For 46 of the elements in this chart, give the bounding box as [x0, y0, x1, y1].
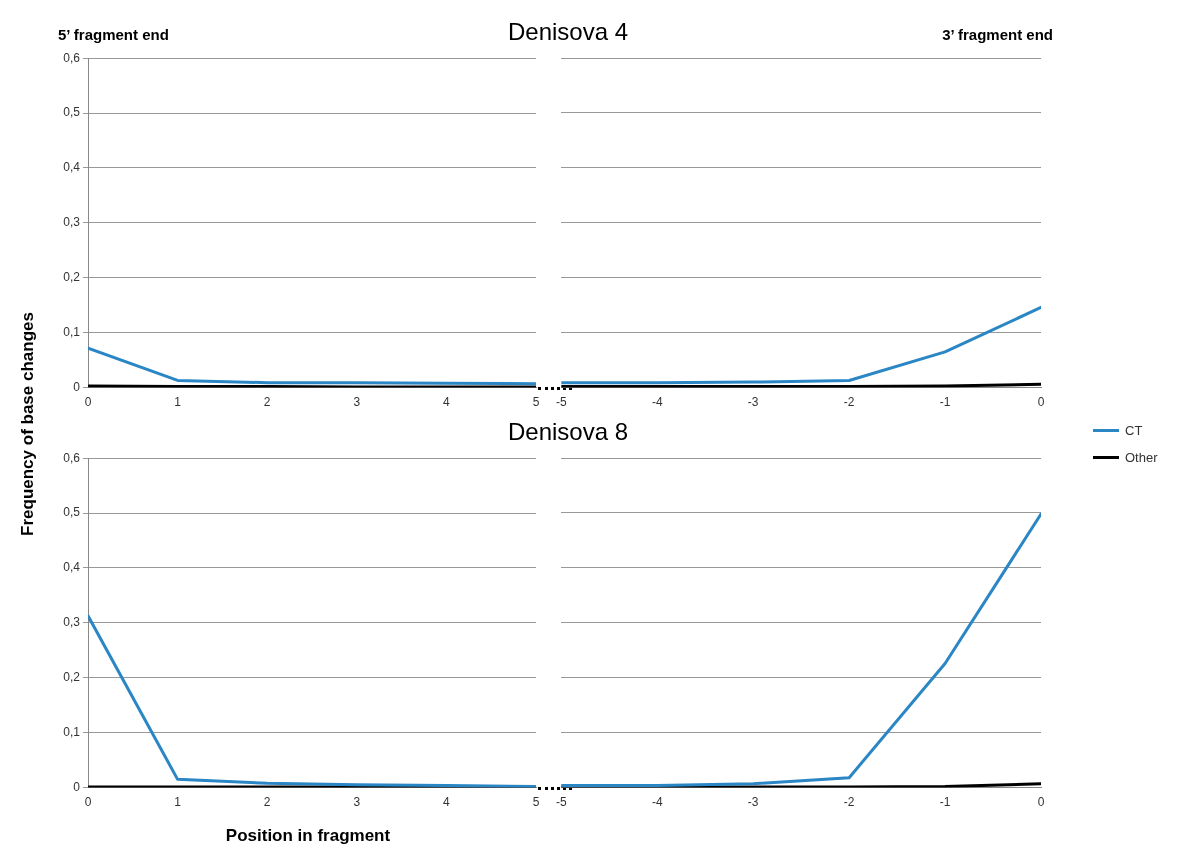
y-tick-label: 0,3 — [63, 215, 81, 230]
y-tick-label: 0,5 — [63, 105, 81, 120]
x-tick-label: -2 — [843, 395, 855, 410]
x-tick-label: 0 — [84, 395, 92, 410]
chart-title: Denisova 4 — [507, 18, 629, 45]
y-tick-label: 0,2 — [63, 670, 81, 685]
x-tick-label: 4 — [443, 795, 451, 810]
legend-label: CT — [1125, 423, 1143, 438]
text: 5’ fragment end — [58, 26, 169, 43]
y-tick-label: 0,2 — [63, 270, 81, 285]
x-tick-label: 2 — [263, 795, 271, 810]
x-tick-label: 5 — [532, 795, 540, 810]
x-tick-label: 5 — [532, 395, 540, 410]
x-tick-label: 4 — [443, 395, 451, 410]
x-tick-label: 0 — [1037, 795, 1045, 810]
x-tick-label: -1 — [939, 395, 951, 410]
x-tick-label: 0 — [84, 795, 92, 810]
x-tick-label: -1 — [939, 795, 951, 810]
y-tick-label: 0,1 — [63, 725, 81, 740]
y-axis-title: Frequency of base changes — [18, 312, 38, 536]
x-tick-label: 1 — [174, 795, 182, 810]
x-tick-label: 3 — [353, 795, 361, 810]
text: 3’ fragment end — [942, 26, 1053, 43]
legend-label: Other — [1125, 450, 1158, 465]
x-tick-label: 3 — [353, 395, 361, 410]
x-tick-label: -5 — [556, 395, 567, 410]
y-tick-label: 0,1 — [63, 325, 81, 340]
chart-title: Denisova 8 — [506, 418, 630, 446]
x-axis-title: Position in fragment — [224, 826, 392, 846]
x-tick-label: 1 — [174, 395, 182, 410]
y-tick-label: 0,5 — [63, 505, 81, 520]
x-tick-label: -4 — [651, 795, 663, 810]
x-tick-label: -3 — [747, 395, 759, 410]
y-tick-label: 0,6 — [63, 450, 81, 465]
x-tick-label: -3 — [747, 795, 759, 810]
x-tick-label: 0 — [1037, 395, 1045, 410]
x-tick-label: -2 — [843, 795, 855, 810]
y-tick-label: 0 — [73, 379, 81, 394]
y-tick-label: 0,4 — [63, 560, 81, 575]
y-tick-label: 0 — [73, 779, 81, 794]
x-tick-label: -4 — [651, 395, 663, 410]
y-tick-label: 0,6 — [63, 50, 81, 65]
y-tick-label: 0,3 — [63, 615, 81, 630]
x-tick-label: -5 — [556, 795, 567, 810]
y-tick-label: 0,4 — [63, 160, 81, 175]
x-tick-label: 2 — [263, 395, 271, 410]
